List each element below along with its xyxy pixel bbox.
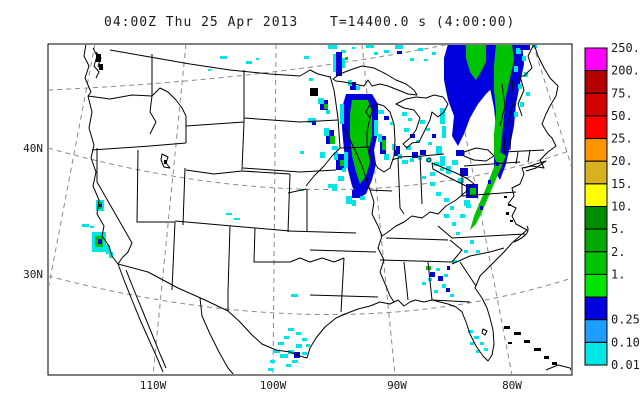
colorbar-label: 2.: [611, 245, 625, 259]
xtick-100w: 100W: [260, 379, 287, 392]
lake-michigan: [366, 103, 396, 173]
colorbar-cell: [584, 319, 608, 343]
colorbar-labels: 250. 200. 75. 50. 25. 20. 15. 10. 5. 2. …: [611, 41, 640, 372]
colorbar-label: 1.: [611, 267, 625, 281]
green-bay: [365, 103, 371, 119]
state-borders: [87, 54, 545, 313]
colorbar-cells: [584, 47, 608, 366]
xtick-110w: 110W: [140, 379, 167, 392]
colorbar-cell: [584, 92, 608, 117]
colorbar-cell: [584, 115, 608, 140]
islands-and-bays: [96, 54, 557, 365]
axis-labels: 40N 30N 110W 100W 90W 80W: [23, 142, 522, 392]
plot-title-datetime: 04:00Z Thu 25 Apr 2013: [104, 15, 298, 30]
xtick-90w: 90W: [387, 379, 407, 392]
mexico-mainland-coast: [199, 297, 234, 374]
lake-huron: [395, 94, 449, 149]
colorbar-label: 10.: [611, 200, 633, 214]
colorbar-cell: [584, 70, 608, 94]
meridian-100w: [272, 45, 277, 374]
colorbar-cell: [584, 296, 608, 321]
lake-superior: [332, 65, 418, 96]
ohio-river: [381, 189, 469, 237]
colorbar-label: 0.25: [611, 313, 640, 327]
colorbar-cell: [584, 206, 608, 230]
colorbar-label: 50.: [611, 109, 633, 123]
ytick-30n: 30N: [23, 268, 43, 281]
colorbar-label: 200.: [611, 64, 640, 78]
colorbar: 250. 200. 75. 50. 25. 20. 15. 10. 5. 2. …: [584, 41, 640, 372]
precip-minnesota: [300, 52, 360, 191]
meridian-120w: [49, 45, 96, 288]
cuba-coast: [545, 364, 571, 372]
baja-california: [117, 263, 164, 373]
lake-okeechobee: [481, 328, 488, 336]
colorbar-cell: [584, 138, 608, 162]
lake-ontario: [463, 147, 495, 162]
precip-texas-coast: [268, 328, 310, 371]
xtick-80w: 80W: [502, 379, 522, 392]
ytick-40n: 40N: [23, 142, 43, 155]
colorbar-cell: [584, 273, 608, 298]
colorbar-label: 0.01: [611, 358, 640, 372]
colorbar-cell: [584, 251, 608, 275]
coastline-gulf-atlantic: [306, 45, 559, 362]
great-salt-lake: [160, 153, 171, 169]
precip-layer: [82, 45, 537, 371]
colorbar-label: 25.: [611, 132, 633, 146]
precip-wisconsin-blob: [338, 94, 378, 206]
precip-northeast-band: [430, 45, 537, 277]
plot-title-timestep: T=14400.0 s (4:00:00): [330, 15, 515, 30]
colorbar-label: 75.: [611, 86, 633, 100]
precip-northern-specks: [208, 45, 436, 81]
meridian-70w: [532, 45, 571, 167]
colorbar-cell: [584, 183, 608, 208]
puget-sound: [92, 47, 100, 79]
parallel-30n: [49, 275, 571, 315]
long-island: [523, 160, 547, 172]
us-mexico-border: [117, 263, 308, 359]
precip-florida: [468, 330, 488, 353]
map-frame: [47, 43, 573, 376]
colorbar-label: 15.: [611, 177, 633, 191]
parallel-40n: [49, 147, 571, 190]
basemap: [83, 45, 571, 374]
colorbar-label: 250.: [611, 41, 640, 55]
lake-erie: [431, 162, 475, 188]
coastline-west: [83, 45, 119, 265]
us-canada-border: [109, 49, 331, 78]
colorbar-label: 5.: [611, 222, 625, 236]
mississippi-river: [344, 127, 395, 303]
lake-st-clair: [426, 157, 432, 163]
colorbar-cell: [584, 341, 608, 366]
colorbar-cell: [584, 160, 608, 185]
colorbar-cell: [584, 228, 608, 253]
meridian-110w: [152, 45, 187, 374]
colorbar-cell: [584, 47, 608, 72]
colorbar-label: 0.10: [611, 335, 640, 349]
colorbar-label: 20.: [611, 154, 633, 168]
